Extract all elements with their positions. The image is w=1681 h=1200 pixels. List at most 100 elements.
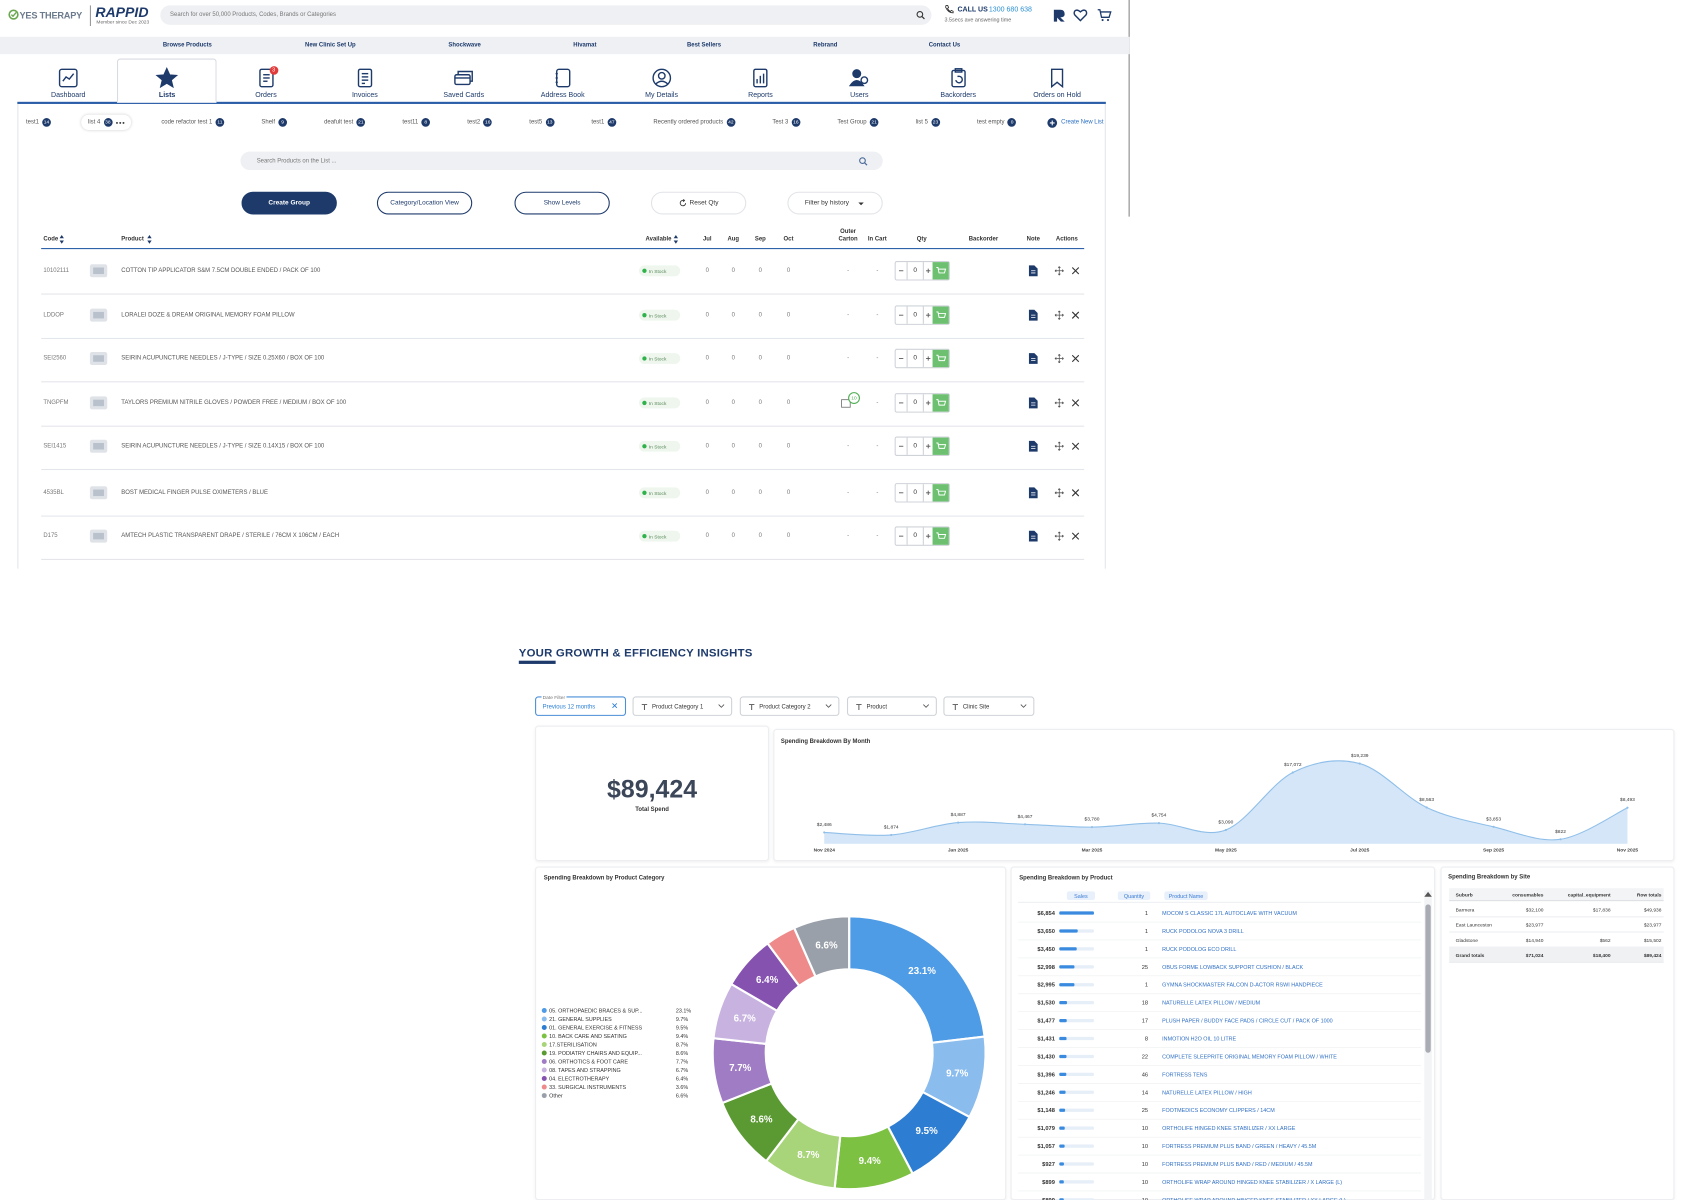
chevron-icon-part bbox=[825, 704, 832, 708]
cell-product[interactable]: COTTON TIP APPLICATOR S&M 7.5CM DOUBLE E… bbox=[121, 267, 321, 275]
cell-outer: - bbox=[847, 442, 850, 450]
tab-label[interactable]: Orders on Hold bbox=[1033, 91, 1081, 100]
filter-dropdown[interactable]: Product bbox=[846, 696, 937, 716]
cell-in-cart: - bbox=[876, 355, 879, 362]
list-tab[interactable]: test5 13 bbox=[523, 115, 561, 130]
qty-stepper: 0 bbox=[894, 305, 950, 325]
site-cell: East Launceston bbox=[1455, 922, 1493, 928]
tab-label[interactable]: Users bbox=[850, 91, 869, 100]
filter-dropdown[interactable]: Clinic Site bbox=[943, 696, 1035, 716]
cell-qty[interactable]: 0 bbox=[913, 355, 918, 362]
list-search[interactable]: Search Products on the List ... bbox=[240, 151, 883, 171]
add-to-cart bbox=[932, 306, 949, 324]
list-tab[interactable]: test1 14 bbox=[19, 115, 57, 130]
logo-text: YES THERAPY bbox=[19, 9, 83, 21]
filter-dropdown[interactable]: Product Category 2 bbox=[739, 696, 840, 716]
cell-qty[interactable]: 0 bbox=[913, 267, 918, 275]
qty-plus-part bbox=[926, 356, 931, 361]
list-tab[interactable]: list 5 23 bbox=[909, 115, 946, 130]
tab-label[interactable]: Backorders bbox=[940, 91, 977, 100]
tab-icon bbox=[58, 68, 78, 88]
date-filter[interactable]: Date Filter Previous 12 months bbox=[535, 694, 627, 716]
cell-month: 0 bbox=[758, 489, 762, 497]
cell-qty[interactable]: 0 bbox=[913, 532, 918, 540]
column-header: Sep bbox=[754, 236, 766, 243]
tab-icon-part bbox=[655, 80, 668, 85]
cell-qty[interactable]: 0 bbox=[913, 399, 918, 407]
cell-product[interactable]: TAYLORS PREMIUM NITRILE GLOVES / POWDER … bbox=[121, 399, 347, 407]
button[interactable]: Category/Location View bbox=[376, 191, 473, 215]
cell-month: 0 bbox=[758, 311, 762, 319]
button[interactable]: Reset Qty bbox=[650, 191, 747, 215]
nav-link[interactable]: New Clinic Set Up bbox=[305, 42, 356, 49]
qty-minus bbox=[898, 484, 908, 502]
tab-label[interactable]: Dashboard bbox=[51, 91, 86, 100]
list-tab[interactable]: test2 16 bbox=[461, 115, 499, 130]
cell-month: 0 bbox=[758, 355, 762, 362]
tab-icon bbox=[753, 68, 768, 88]
create-list[interactable]: Create New List bbox=[1047, 117, 1104, 128]
list-tab-name: test2 bbox=[467, 119, 481, 126]
column-header[interactable]: Code bbox=[43, 236, 59, 243]
list-tab[interactable]: test11 8 bbox=[396, 115, 437, 130]
list-tab[interactable]: test empty 0 bbox=[971, 115, 1023, 130]
cell-qty[interactable]: 0 bbox=[913, 311, 918, 319]
nav-link[interactable]: Rebrand bbox=[813, 42, 838, 49]
site-row bbox=[1449, 933, 1664, 948]
list-tab[interactable]: Recently ordered products 42 bbox=[647, 115, 742, 130]
tab-icon-part bbox=[1050, 68, 1064, 89]
cell-product[interactable]: LORALEI DOZE & DREAM ORIGINAL MEMORY FOA… bbox=[121, 311, 295, 319]
tab-label[interactable]: Lists bbox=[158, 91, 176, 100]
nav-link[interactable]: Contact Us bbox=[928, 42, 961, 49]
nav-link[interactable]: Browse Products bbox=[162, 42, 212, 49]
list-tab-name: Test 3 bbox=[772, 119, 789, 126]
button[interactable]: Create Group bbox=[241, 191, 337, 215]
list-tab[interactable]: list 4 38 bbox=[81, 114, 131, 130]
cell-product[interactable]: SEIRIN ACUPUNCTURE NEEDLES / J-TYPE / SI… bbox=[121, 442, 325, 450]
cell-code: 10102111 bbox=[43, 267, 69, 275]
qty-stepper: 0 bbox=[894, 483, 950, 503]
cell-qty[interactable]: 0 bbox=[913, 442, 918, 450]
list-tab[interactable]: deafult test 21 bbox=[318, 115, 372, 130]
product-thumb bbox=[89, 308, 108, 322]
tab-label[interactable]: Invoices bbox=[351, 91, 378, 100]
tab-label[interactable]: Orders bbox=[255, 91, 277, 100]
tab-label[interactable]: Address Book bbox=[540, 91, 585, 100]
list-tab[interactable]: code refactor test 1 11 bbox=[155, 115, 231, 130]
cell-in-cart: - bbox=[876, 532, 879, 540]
list-tab[interactable]: Shelf 9 bbox=[255, 115, 294, 130]
qty-plus bbox=[922, 349, 931, 368]
site-column-header: Suburb bbox=[1455, 891, 1473, 898]
list-tab[interactable]: Test 3 16 bbox=[766, 115, 807, 130]
note-icon-part bbox=[1031, 535, 1036, 539]
search-box[interactable]: Search for over 50,000 Products, Codes, … bbox=[160, 5, 932, 25]
button[interactable]: Filter by history bbox=[787, 191, 883, 215]
list-tab-name: test5 bbox=[529, 119, 543, 126]
tab-label[interactable]: Reports bbox=[748, 91, 773, 100]
cell-qty[interactable]: 0 bbox=[913, 489, 918, 497]
tab-label[interactable]: Saved Cards bbox=[443, 91, 485, 100]
list-tab-name: Shelf bbox=[261, 119, 276, 126]
list-tab-count: 13 bbox=[545, 118, 555, 127]
list-tab-name: Recently ordered products bbox=[653, 119, 724, 126]
list-search-placeholder: Search Products on the List ... bbox=[256, 157, 337, 165]
list-tab[interactable]: test1 47 bbox=[585, 115, 623, 130]
cell-product[interactable]: SEIRIN ACUPUNCTURE NEEDLES / J-TYPE / SI… bbox=[121, 355, 325, 362]
button[interactable]: Show Levels bbox=[514, 191, 610, 215]
cell-product[interactable]: AMTECH PLASTIC TRANSPARENT DRAPE / STERI… bbox=[121, 532, 340, 540]
filter-dropdown[interactable]: Product Category 1 bbox=[632, 696, 733, 716]
nav-link[interactable]: Shockwave bbox=[448, 42, 481, 49]
list-tab[interactable]: Test Group 21 bbox=[831, 115, 885, 130]
column-header[interactable]: Available bbox=[645, 236, 672, 243]
cell-product[interactable]: BOST MEDICAL FINGER PULSE OXIMETERS / BL… bbox=[121, 489, 268, 497]
qty-stepper: 0 bbox=[894, 261, 950, 281]
column-header[interactable]: Product bbox=[121, 236, 144, 243]
tab-icon-part bbox=[457, 70, 474, 82]
site-cell: $23,977 bbox=[1525, 922, 1544, 928]
product-thumb bbox=[89, 264, 108, 278]
chevron-icon-part bbox=[923, 704, 930, 708]
tab-label[interactable]: My Details bbox=[645, 91, 678, 100]
qty-minus bbox=[898, 262, 908, 280]
nav-link[interactable]: Best Sellers bbox=[686, 42, 722, 49]
nav-link[interactable]: Hivamat bbox=[573, 42, 597, 49]
